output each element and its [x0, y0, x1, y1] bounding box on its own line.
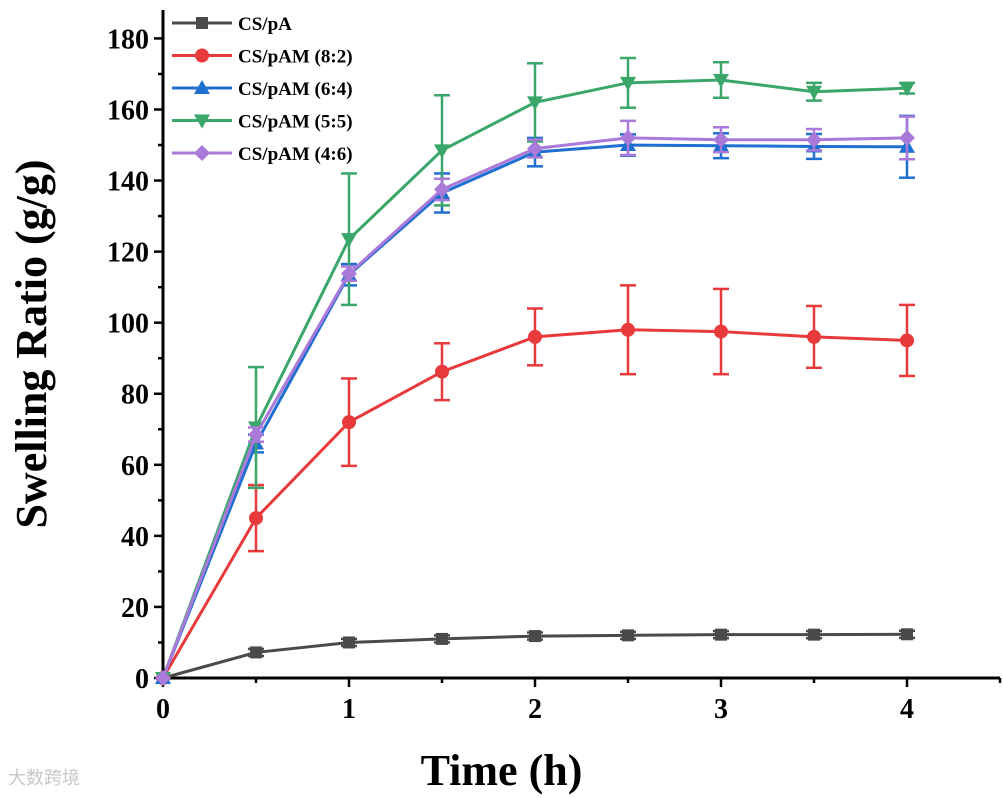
legend-marker [196, 17, 208, 29]
data-point [341, 265, 357, 282]
x-tick-label: 4 [900, 694, 914, 725]
data-point [250, 646, 262, 659]
data-point [808, 628, 820, 641]
data-point [342, 415, 356, 430]
data-point [713, 131, 729, 148]
data-point [806, 131, 822, 148]
data-point [155, 670, 171, 686]
data-point [899, 129, 915, 146]
data-point [528, 329, 542, 344]
data-point [714, 324, 728, 339]
data-point [434, 144, 450, 159]
data-point [899, 82, 915, 97]
data-point [435, 364, 449, 379]
y-tick-label: 40 [121, 522, 149, 553]
watermark: 大数跨境 [8, 768, 80, 789]
y-tick-label: 120 [107, 238, 149, 269]
y-tick-label: 100 [107, 309, 149, 340]
legend-marker [194, 145, 210, 161]
legend-label: CS/pAM (4:6) [238, 144, 353, 165]
data-point [900, 333, 914, 348]
data-point [620, 76, 636, 91]
series-line-2 [161, 143, 908, 679]
x-tick-label: 2 [528, 694, 542, 725]
data-point [807, 329, 821, 344]
data-point [621, 322, 635, 337]
legend-marker [194, 114, 210, 129]
y-tick-label: 60 [121, 451, 149, 482]
y-tick-label: 160 [107, 95, 149, 126]
data-point [715, 628, 727, 641]
y-tick-label: 20 [121, 593, 149, 624]
data-point [248, 426, 264, 443]
series-line-3 [161, 78, 908, 679]
data-point [713, 73, 729, 88]
legend-label: CS/pAM (8:2) [238, 47, 353, 68]
data-point [620, 129, 636, 146]
data-point [806, 85, 822, 100]
legend-marker [195, 48, 209, 63]
data-point [529, 630, 541, 643]
data-point [249, 511, 263, 526]
data-point [901, 628, 913, 641]
x-tick-label: 1 [342, 694, 356, 725]
y-tick-label: 140 [107, 167, 149, 198]
data-point [434, 181, 450, 198]
data-point [341, 233, 357, 248]
y-tick-label: 80 [121, 380, 149, 411]
data-point [622, 629, 634, 642]
data-point [527, 140, 543, 157]
y-tick-label: 180 [107, 24, 149, 55]
x-tick-label: 0 [156, 694, 170, 725]
x-tick-label: 3 [714, 694, 728, 725]
data-point [527, 96, 543, 111]
x-axis-title: Time (h) [421, 746, 583, 795]
y-axis-title: Swelling Ratio (g/g) [7, 159, 56, 528]
data-point [436, 632, 448, 645]
series-line-1 [161, 328, 908, 679]
legend-marker [194, 80, 210, 94]
data-point [343, 636, 355, 649]
legend-label: CS/pAM (5:5) [238, 112, 353, 133]
legend-label: CS/pAM (6:4) [238, 79, 353, 100]
legend-label: CS/pA [238, 14, 292, 35]
y-tick-label: 0 [135, 664, 149, 695]
